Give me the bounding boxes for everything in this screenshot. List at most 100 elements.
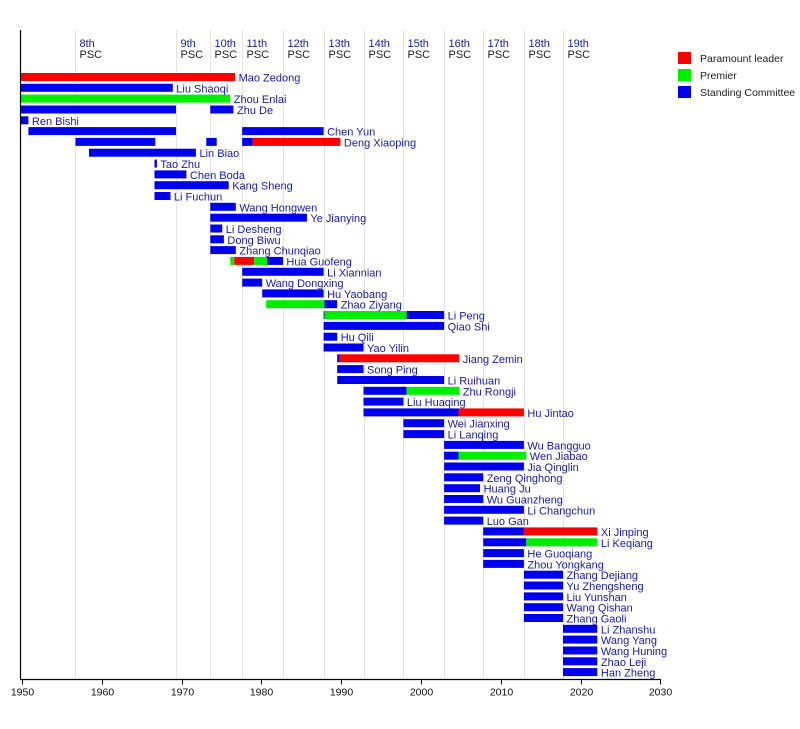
bar-segment-committee — [483, 559, 524, 568]
bar-segment-committee — [483, 538, 527, 547]
bar-segment-committee — [444, 462, 524, 471]
bar-segment-committee — [210, 213, 307, 222]
congress-psc-label: PSC — [181, 49, 204, 61]
member-name-label: Deng Xiaoping — [344, 137, 416, 149]
bar-segment-committee — [324, 300, 338, 309]
x-tick-label: 1980 — [250, 687, 274, 699]
congress-number-label: 12th — [288, 38, 309, 50]
member-name-label: Wang Qishan — [567, 603, 633, 615]
bar-segment-paramount — [339, 354, 460, 363]
member-name-label: Qiao Shi — [448, 321, 490, 333]
bar-segment-committee — [154, 170, 187, 179]
member-name-label: Liu Huaqing — [407, 397, 466, 409]
bar-segment-committee — [523, 592, 563, 601]
member-name-label: Li Fuchun — [174, 192, 222, 204]
bar-segment-committee — [363, 397, 404, 406]
member-name-label: Mao Zedong — [239, 73, 301, 85]
legend-swatch-premier — [678, 69, 691, 81]
bar-segment-committee — [323, 311, 325, 319]
bar-segment-committee — [563, 624, 598, 633]
member-name-label: Chen Yun — [327, 127, 375, 139]
bar-segment-paramount — [458, 408, 524, 417]
bar-segment-paramount — [523, 527, 598, 536]
bar-segment-committee — [75, 137, 156, 146]
bar-segment-committee — [483, 527, 524, 536]
bar-segment-committee — [444, 484, 480, 493]
congress-psc-label: PSC — [329, 49, 352, 61]
bar-segment-committee — [28, 127, 177, 136]
bar-segment-committee — [323, 321, 445, 330]
member-name-label: Wang Huning — [601, 646, 667, 658]
member-name-label: Wang Yang — [601, 635, 657, 647]
bar-segment-committee — [20, 105, 177, 114]
congress-number-label: 13th — [329, 38, 350, 50]
bar-segment-committee — [523, 603, 563, 612]
congress-number-label: 18th — [529, 38, 550, 50]
bar-segment-committee — [262, 289, 324, 298]
x-tick-label: 2020 — [570, 687, 594, 699]
bar-segment-committee — [154, 181, 229, 190]
congress-psc-label: PSC — [408, 49, 431, 61]
member-name-label: Wu Guanzheng — [487, 495, 563, 507]
bar-segment-committee — [363, 408, 459, 417]
congress-number-label: 16th — [449, 38, 470, 50]
congress-number-label: 9th — [181, 38, 196, 50]
member-name-label: Ye Jianying — [310, 213, 366, 225]
bar-segment-committee — [563, 657, 598, 666]
bar-segment-committee — [323, 332, 338, 341]
bar-segment-committee — [210, 202, 236, 211]
member-name-label: Jiang Zemin — [463, 354, 523, 366]
member-name-label: Wen Jiabao — [530, 451, 588, 463]
member-name-label: Zhang Dejiang — [567, 570, 639, 582]
member-name-label: Kang Sheng — [232, 181, 293, 193]
member-name-label: Tao Zhu — [160, 159, 200, 171]
bar-segment-committee — [210, 246, 236, 255]
congress-psc-label: PSC — [449, 49, 472, 61]
bar-segment-premier — [406, 386, 460, 395]
bar-segment-committee — [444, 451, 459, 460]
bar-segment-premier — [324, 311, 407, 319]
member-name-label: Hua Guofeng — [286, 256, 351, 268]
bar-segment-committee — [403, 430, 445, 439]
bar-segment-committee — [444, 440, 524, 449]
member-name-label: Zhou Enlai — [234, 94, 287, 106]
bar-segment-committee — [406, 311, 445, 319]
member-name-label: Wang Hongwen — [239, 202, 317, 214]
member-name-label: Lin Biao — [200, 148, 240, 160]
bar-segment-committee — [323, 343, 364, 352]
x-tick-label: 1970 — [171, 687, 195, 699]
member-name-label: Li Desheng — [226, 224, 282, 236]
x-tick-label: 2010 — [490, 687, 514, 699]
legend-swatch-committee — [678, 86, 691, 98]
member-name-label: Zhao Leji — [601, 657, 646, 669]
bar-segment-committee — [20, 83, 173, 92]
bar-segment-committee — [444, 516, 484, 525]
member-name-label: Li Keqiang — [601, 538, 653, 550]
bar-segment-committee — [563, 646, 598, 655]
member-name-label: Luo Gan — [487, 516, 529, 528]
bar-segment-committee — [242, 267, 324, 276]
bar-segment-committee — [444, 473, 484, 482]
bar-segment-committee — [242, 278, 263, 287]
bar-segment-paramount — [252, 137, 341, 146]
bar-segment-committee — [242, 127, 324, 136]
bar-segment-committee — [523, 614, 563, 622]
bar-segment-paramount — [234, 256, 255, 265]
x-tick-label: 1960 — [91, 687, 115, 699]
member-name-label: Li Xiannian — [327, 267, 381, 279]
member-name-label: Yu Zhengsheng — [567, 581, 644, 593]
member-name-label: He Guoqiang — [527, 549, 592, 561]
congress-psc-label: PSC — [568, 49, 591, 61]
congress-number-label: 14th — [369, 38, 390, 50]
bar-segment-premier — [458, 451, 527, 460]
member-name-label: Liu Yunshan — [567, 592, 627, 604]
bar-segment-committee — [89, 148, 196, 157]
x-axis: 1950 1960 1970 1980 1990 2000 2010 2020 2030 — [11, 30, 672, 699]
congress-psc-label: PSC — [247, 49, 270, 61]
bar-segment-committee — [403, 419, 445, 428]
member-name-label: Wang Dongxing — [266, 278, 344, 290]
congress-psc-label: PSC — [529, 49, 552, 61]
member-name-label: Li Changchun — [527, 505, 595, 517]
